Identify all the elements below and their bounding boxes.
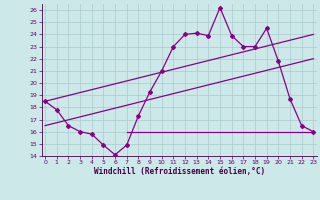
X-axis label: Windchill (Refroidissement éolien,°C): Windchill (Refroidissement éolien,°C) — [94, 167, 265, 176]
